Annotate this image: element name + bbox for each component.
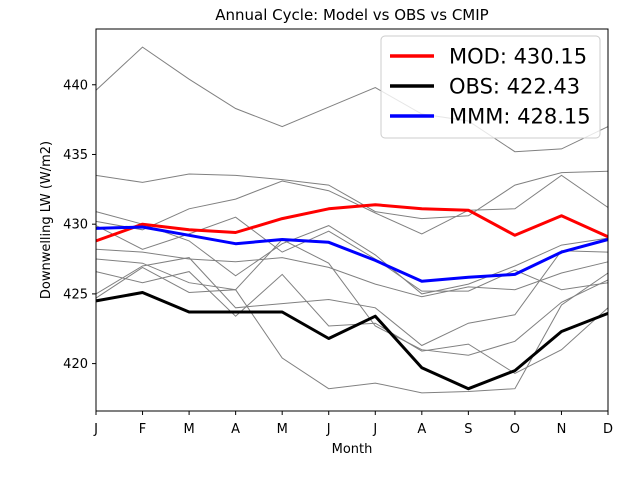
cmip-model-line-6 [95, 248, 609, 298]
legend: MOD: 430.15 OBS: 422.43 MMM: 428.15 [380, 35, 601, 139]
cmip-model-line-7 [95, 238, 609, 356]
cmip-model-line-1 [95, 46, 609, 153]
cmip-model-line-4 [95, 174, 609, 235]
x-tick-label: S [464, 422, 472, 437]
y-tick-label: 425 [63, 287, 88, 302]
series-line-1 [95, 203, 609, 243]
x-tick-label: D [603, 422, 613, 437]
cmip-model-line-3 [95, 211, 609, 295]
plot-area [95, 46, 609, 394]
y-tick-label: 430 [63, 218, 88, 233]
x-axis-title: Month [332, 442, 373, 457]
x-tick-label: N [557, 422, 567, 437]
y-tick-label: 420 [63, 357, 88, 372]
cmip-model-line-9 [95, 266, 609, 394]
series-line-2 [95, 291, 609, 391]
x-tick-label: J [326, 422, 331, 437]
x-tick-label: A [417, 422, 426, 437]
main-series-group [95, 203, 609, 391]
y-tick-label: 440 [63, 78, 88, 93]
series-line-3 [95, 225, 609, 283]
legend-label-1: MOD: 430.15 [449, 45, 587, 69]
cmip-model-line-10 [95, 250, 609, 347]
legend-label-3: MMM: 428.15 [449, 105, 591, 129]
background-series-group [95, 46, 609, 394]
y-axis-title: Downwelling LW (W/m2) [39, 141, 54, 299]
cmip-model-line-5 [95, 216, 609, 292]
cmip-model-line-8 [95, 271, 609, 374]
cmip-model-line-2 [95, 170, 609, 220]
y-axis: 420 425 430 435 440 [63, 78, 96, 372]
plot-frame [95, 28, 609, 412]
y-tick-label: 435 [63, 148, 88, 163]
x-tick-label: J [93, 422, 98, 437]
x-tick-label: F [139, 422, 146, 437]
x-tick-label: M [183, 422, 194, 437]
x-tick-label: O [510, 422, 520, 437]
legend-box [380, 35, 601, 139]
x-tick-label: M [277, 422, 288, 437]
x-tick-label: J [372, 422, 377, 437]
legend-label-2: OBS: 422.43 [449, 75, 580, 99]
chart-title: Annual Cycle: Model vs OBS vs CMIP [215, 6, 488, 24]
x-tick-label: A [231, 422, 240, 437]
